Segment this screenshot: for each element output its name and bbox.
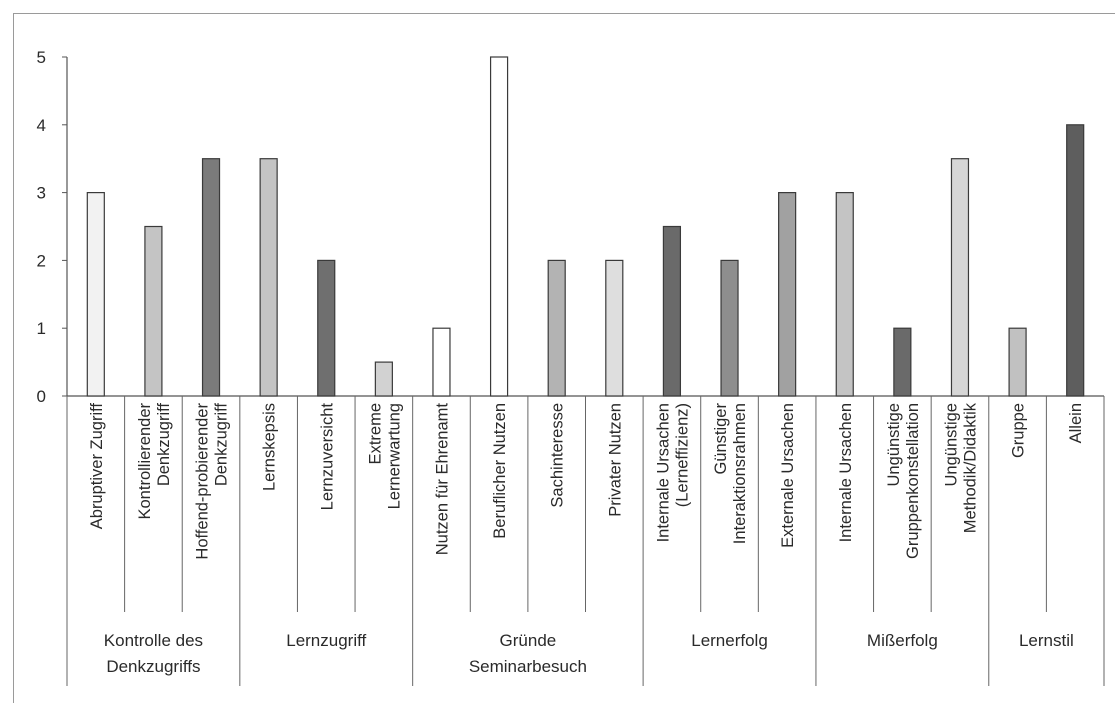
group-label: Mißerfolg xyxy=(867,631,938,650)
bar xyxy=(317,259,336,397)
category-label: Kontrollierender xyxy=(136,402,154,519)
y-tick-label: 1 xyxy=(37,319,46,338)
y-tick-label: 2 xyxy=(37,251,46,270)
bar xyxy=(201,158,221,397)
category-label: Gruppenkonstellation xyxy=(904,403,922,559)
bar xyxy=(1008,327,1027,397)
bar xyxy=(144,225,163,397)
category-label: Sachinteresse xyxy=(549,403,567,508)
bar xyxy=(893,327,912,397)
bar xyxy=(950,158,970,397)
category-label: Lernerwartung xyxy=(385,403,403,509)
group-label: Lernerfolg xyxy=(691,631,768,650)
bar xyxy=(547,259,566,397)
category-label: Denkzugriff xyxy=(155,403,173,487)
group-label: Lernzugriff xyxy=(286,631,366,650)
category-label: Günstiger xyxy=(712,403,730,475)
category-label: Hoffend-probierender xyxy=(194,403,212,560)
bar xyxy=(835,192,854,397)
category-label: Denkzugriff xyxy=(213,403,231,487)
y-tick-label: 4 xyxy=(37,116,46,135)
category-label: Externale Ursachen xyxy=(779,403,797,548)
bar xyxy=(432,327,451,397)
category-label: Ungünstige xyxy=(942,403,960,486)
bar xyxy=(605,259,624,397)
group-label: Seminarbesuch xyxy=(469,657,587,676)
category-label: Extreme xyxy=(366,403,384,464)
bar xyxy=(1066,124,1085,397)
category-label: Methodik/Didaktik xyxy=(961,402,979,533)
group-label: Kontrolle des xyxy=(104,631,203,650)
category-label: (Lerneffizienz) xyxy=(673,403,691,507)
bar xyxy=(778,192,797,397)
bar xyxy=(374,361,393,397)
y-tick-label: 3 xyxy=(37,184,46,203)
bar xyxy=(489,56,509,397)
category-label: Beruflicher Nutzen xyxy=(491,403,509,539)
y-tick-label: 0 xyxy=(37,387,46,406)
group-label: Denkzugriffs xyxy=(106,657,200,676)
category-label: Internale Ursachen xyxy=(837,403,855,542)
category-label: Abruptiver Zugriff xyxy=(88,403,106,530)
bar xyxy=(662,225,682,397)
category-label: Privater Nutzen xyxy=(606,403,624,517)
category-label: Internale Ursachen xyxy=(654,403,672,542)
bar xyxy=(86,192,105,397)
category-label: Lernskepsis xyxy=(261,403,279,491)
category-label: Lernzuversicht xyxy=(318,403,336,511)
bar xyxy=(259,158,278,397)
y-tick-label: 5 xyxy=(37,48,46,67)
group-label: Gründe xyxy=(500,631,557,650)
group-label: Lernstil xyxy=(1019,631,1074,650)
category-label: Gruppe xyxy=(1010,403,1028,458)
category-label: Allein xyxy=(1067,403,1085,443)
category-label: Ungünstige xyxy=(885,403,903,486)
category-label: Nutzen für Ehrenamt xyxy=(433,403,451,556)
bar xyxy=(720,259,739,397)
category-label: Interaktionsrahmen xyxy=(731,403,749,544)
